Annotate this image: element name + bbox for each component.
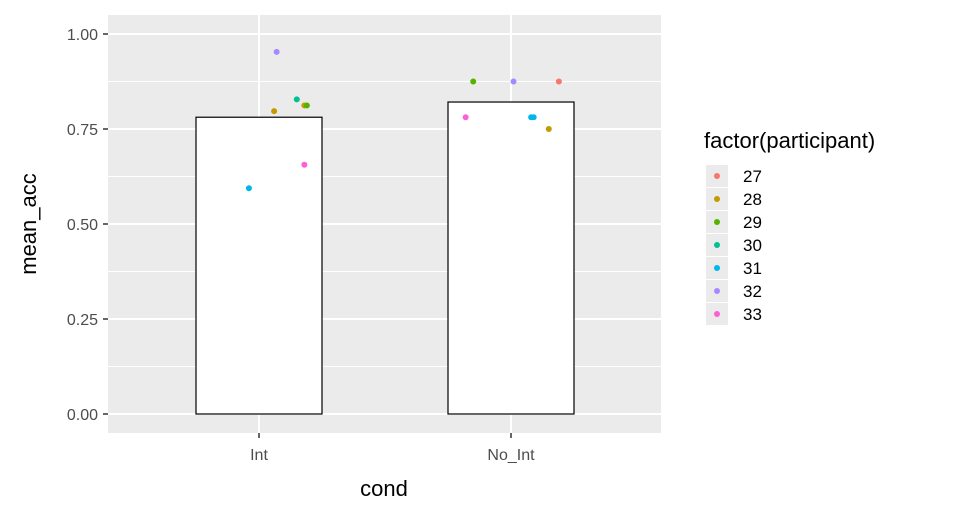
data-point: [510, 78, 517, 85]
y-axis-title: mean_acc: [16, 173, 41, 275]
legend-marker: [714, 196, 720, 202]
x-tick-label: No_Int: [487, 447, 535, 464]
legend-title: factor(participant): [704, 128, 875, 153]
legend-marker: [714, 242, 720, 248]
data-point: [245, 185, 252, 192]
data-point: [293, 96, 300, 103]
x-tick-label: Int: [250, 447, 268, 464]
legend-label: 29: [743, 213, 762, 232]
legend-label: 30: [743, 236, 762, 255]
legend-label: 31: [743, 259, 762, 278]
data-point: [303, 102, 310, 109]
y-axis: 0.00 0.25 0.50 0.75 1.00: [67, 27, 108, 424]
data-point: [470, 78, 477, 85]
legend-marker: [714, 219, 720, 225]
x-axis-title: cond: [360, 476, 408, 501]
legend-label: 28: [743, 190, 762, 209]
y-tick-label: 0.75: [67, 122, 98, 139]
data-point: [545, 126, 552, 132]
legend-marker: [714, 311, 720, 317]
points: [245, 48, 562, 192]
legend-marker: [714, 173, 720, 179]
y-tick-label: 0.00: [67, 407, 98, 424]
data-point: [301, 161, 308, 168]
data-point: [271, 108, 278, 115]
data-point: [462, 114, 469, 121]
legend-marker: [714, 288, 720, 294]
y-tick-label: 0.50: [67, 217, 98, 234]
x-axis: Int No_Int: [250, 433, 535, 464]
bar: [447, 101, 575, 415]
legend-marker: [714, 265, 720, 271]
legend-label: 32: [743, 282, 762, 301]
y-tick-label: 1.00: [67, 27, 98, 44]
data-point: [528, 114, 535, 121]
legend: factor(participant) 27 28 29 30 31 32 33: [704, 128, 875, 325]
data-point: [555, 78, 562, 85]
bars: [195, 101, 575, 415]
legend-label: 27: [743, 167, 762, 186]
y-tick-label: 0.25: [67, 312, 98, 329]
bar: [195, 116, 323, 415]
data-point: [273, 48, 280, 55]
legend-label: 33: [743, 305, 762, 324]
